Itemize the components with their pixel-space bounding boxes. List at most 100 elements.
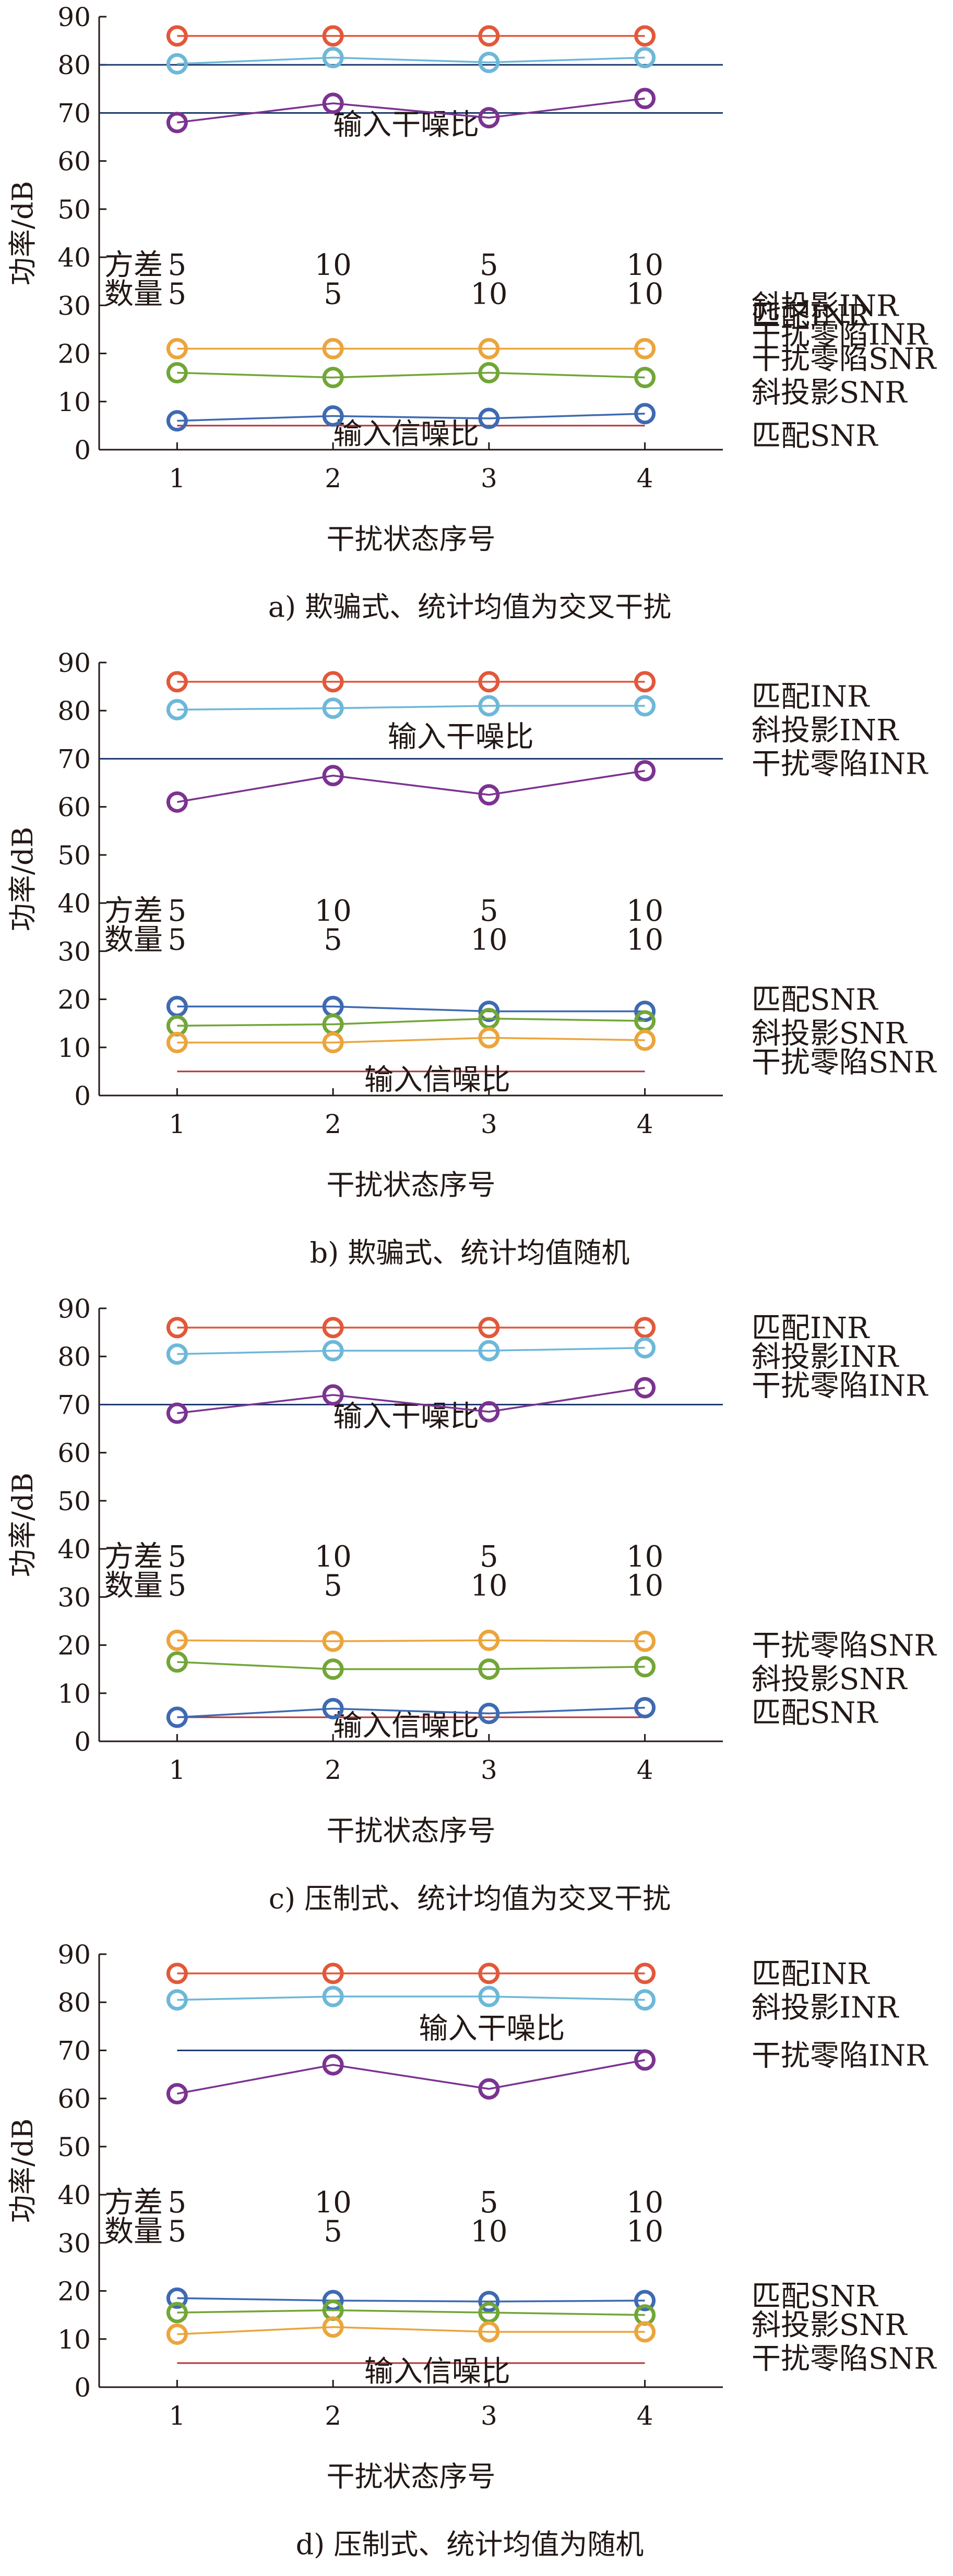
param-variance-label: 方差 bbox=[104, 1540, 163, 1574]
param-variance-value: 10 bbox=[314, 894, 351, 928]
series-label: 匹配INR bbox=[752, 1311, 870, 1345]
data-point bbox=[322, 338, 344, 359]
data-point bbox=[322, 2054, 344, 2076]
x-tick-label: 2 bbox=[325, 1109, 341, 1139]
data-point bbox=[478, 671, 500, 693]
series-label: 匹配SNR bbox=[752, 2280, 878, 2314]
data-point bbox=[166, 25, 188, 47]
data-point bbox=[478, 1340, 500, 1362]
param-count-label: 数量 bbox=[104, 1569, 163, 1603]
chart-panel-3: 0 10 20 30 40 50 60 70 80 90 1 2 3 4 功率/dB 干扰状态序号 c) 压制式… bbox=[6, 1294, 937, 1915]
param-variance-value: 10 bbox=[626, 2186, 663, 2220]
data-point bbox=[166, 53, 188, 75]
y-tick-label: 90 bbox=[57, 1294, 91, 1324]
reference-label: 输入干噪比 bbox=[388, 720, 534, 754]
data-point bbox=[322, 2316, 344, 2338]
data-point bbox=[322, 46, 344, 68]
series-label: 斜投影INR bbox=[752, 714, 899, 748]
data-point bbox=[322, 1985, 344, 2007]
y-tick-label: 10 bbox=[57, 1679, 91, 1709]
param-variance-label: 方差 bbox=[104, 894, 163, 928]
series-label: 匹配INR bbox=[752, 299, 870, 333]
data-point bbox=[322, 1340, 344, 1362]
data-point bbox=[322, 92, 344, 114]
data-point bbox=[478, 2321, 500, 2343]
y-tick-label: 60 bbox=[57, 1438, 91, 1468]
param-count-value: 5 bbox=[168, 277, 187, 311]
data-point bbox=[634, 671, 656, 693]
series-label: 匹配SNR bbox=[752, 983, 878, 1017]
y-tick-label: 30 bbox=[57, 291, 91, 321]
data-point bbox=[634, 1696, 656, 1718]
series-label: 匹配SNR bbox=[752, 419, 878, 453]
data-point bbox=[322, 1963, 344, 1984]
series-label: 干扰零陷INR bbox=[752, 2039, 928, 2073]
data-point bbox=[478, 1401, 500, 1423]
reference-label: 输入干噪比 bbox=[333, 108, 479, 142]
y-tick-label: 90 bbox=[57, 648, 91, 678]
y-tick-label: 80 bbox=[57, 1342, 91, 1372]
param-count-value: 10 bbox=[626, 277, 663, 311]
data-point bbox=[166, 1706, 188, 1728]
data-point bbox=[166, 1402, 188, 1424]
param-count-value: 10 bbox=[470, 277, 507, 311]
series-line bbox=[177, 413, 645, 422]
data-point bbox=[634, 1377, 656, 1399]
reference-label: 输入信噪比 bbox=[333, 417, 479, 451]
data-point bbox=[322, 1317, 344, 1339]
series-label: 匹配INR bbox=[752, 680, 870, 714]
data-point bbox=[634, 2290, 656, 2312]
data-point bbox=[478, 107, 500, 129]
param-count-label: 数量 bbox=[104, 2214, 163, 2248]
x-tick-label: 1 bbox=[169, 1755, 185, 1785]
param-variance-value: 5 bbox=[168, 894, 187, 928]
param-variance-value: 10 bbox=[314, 248, 351, 282]
data-point bbox=[634, 760, 656, 781]
y-axis-label: 功率/dB bbox=[6, 1473, 39, 1577]
y-tick-label: 20 bbox=[57, 2277, 91, 2307]
data-point bbox=[166, 2324, 188, 2345]
y-tick-label: 70 bbox=[57, 98, 91, 128]
y-tick-label: 50 bbox=[57, 2132, 91, 2162]
param-variance-value: 5 bbox=[480, 1540, 498, 1574]
data-point bbox=[478, 2291, 500, 2313]
data-point bbox=[634, 46, 656, 68]
x-tick-label: 2 bbox=[325, 1755, 341, 1785]
data-point bbox=[634, 88, 656, 110]
x-axis-label: 干扰状态序号 bbox=[327, 1814, 496, 1847]
param-count-label: 数量 bbox=[104, 277, 163, 311]
data-point bbox=[166, 1032, 188, 1054]
data-point bbox=[478, 1027, 500, 1049]
y-tick-label: 60 bbox=[57, 2084, 91, 2114]
data-point bbox=[166, 1651, 188, 1673]
data-point bbox=[478, 1629, 500, 1651]
y-tick-label: 40 bbox=[57, 888, 91, 919]
y-tick-label: 60 bbox=[57, 147, 91, 177]
data-point bbox=[166, 362, 188, 383]
x-axis-label: 干扰状态序号 bbox=[327, 2460, 496, 2493]
data-point bbox=[634, 1963, 656, 1984]
data-point bbox=[166, 2302, 188, 2324]
series-line bbox=[177, 1706, 645, 1718]
y-tick-label: 80 bbox=[57, 50, 91, 80]
param-count-value: 10 bbox=[626, 923, 663, 957]
y-tick-label: 40 bbox=[57, 2180, 91, 2210]
series-label: 匹配SNR bbox=[752, 1696, 878, 1730]
data-point bbox=[634, 338, 656, 359]
x-tick-label: 4 bbox=[637, 2401, 653, 2431]
param-variance-value: 5 bbox=[168, 1540, 187, 1574]
y-tick-label: 10 bbox=[57, 1033, 91, 1063]
data-point bbox=[634, 695, 656, 717]
data-point bbox=[166, 1343, 188, 1365]
param-count-value: 5 bbox=[324, 2214, 342, 2248]
series-label: 斜投影INR bbox=[752, 1991, 899, 2025]
y-tick-label: 70 bbox=[57, 1390, 91, 1420]
series-label: 匹配INR bbox=[752, 1957, 870, 1991]
data-point bbox=[478, 407, 500, 429]
y-tick-label: 10 bbox=[57, 387, 91, 417]
data-point bbox=[478, 52, 500, 74]
y-tick-label: 50 bbox=[57, 195, 91, 225]
series-label: 干扰零陷SNR bbox=[752, 342, 937, 376]
y-tick-label: 0 bbox=[74, 1727, 91, 1757]
